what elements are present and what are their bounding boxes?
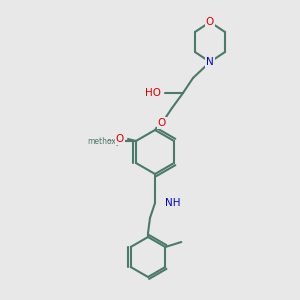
Text: O: O xyxy=(116,134,124,144)
Text: O: O xyxy=(158,118,166,128)
Text: NH: NH xyxy=(165,198,181,208)
Text: N: N xyxy=(206,57,214,67)
Text: O: O xyxy=(206,17,214,27)
Text: O: O xyxy=(112,136,120,146)
Text: methoxy: methoxy xyxy=(108,140,114,141)
Text: HO: HO xyxy=(145,88,161,98)
Text: methoxy: methoxy xyxy=(87,136,121,146)
